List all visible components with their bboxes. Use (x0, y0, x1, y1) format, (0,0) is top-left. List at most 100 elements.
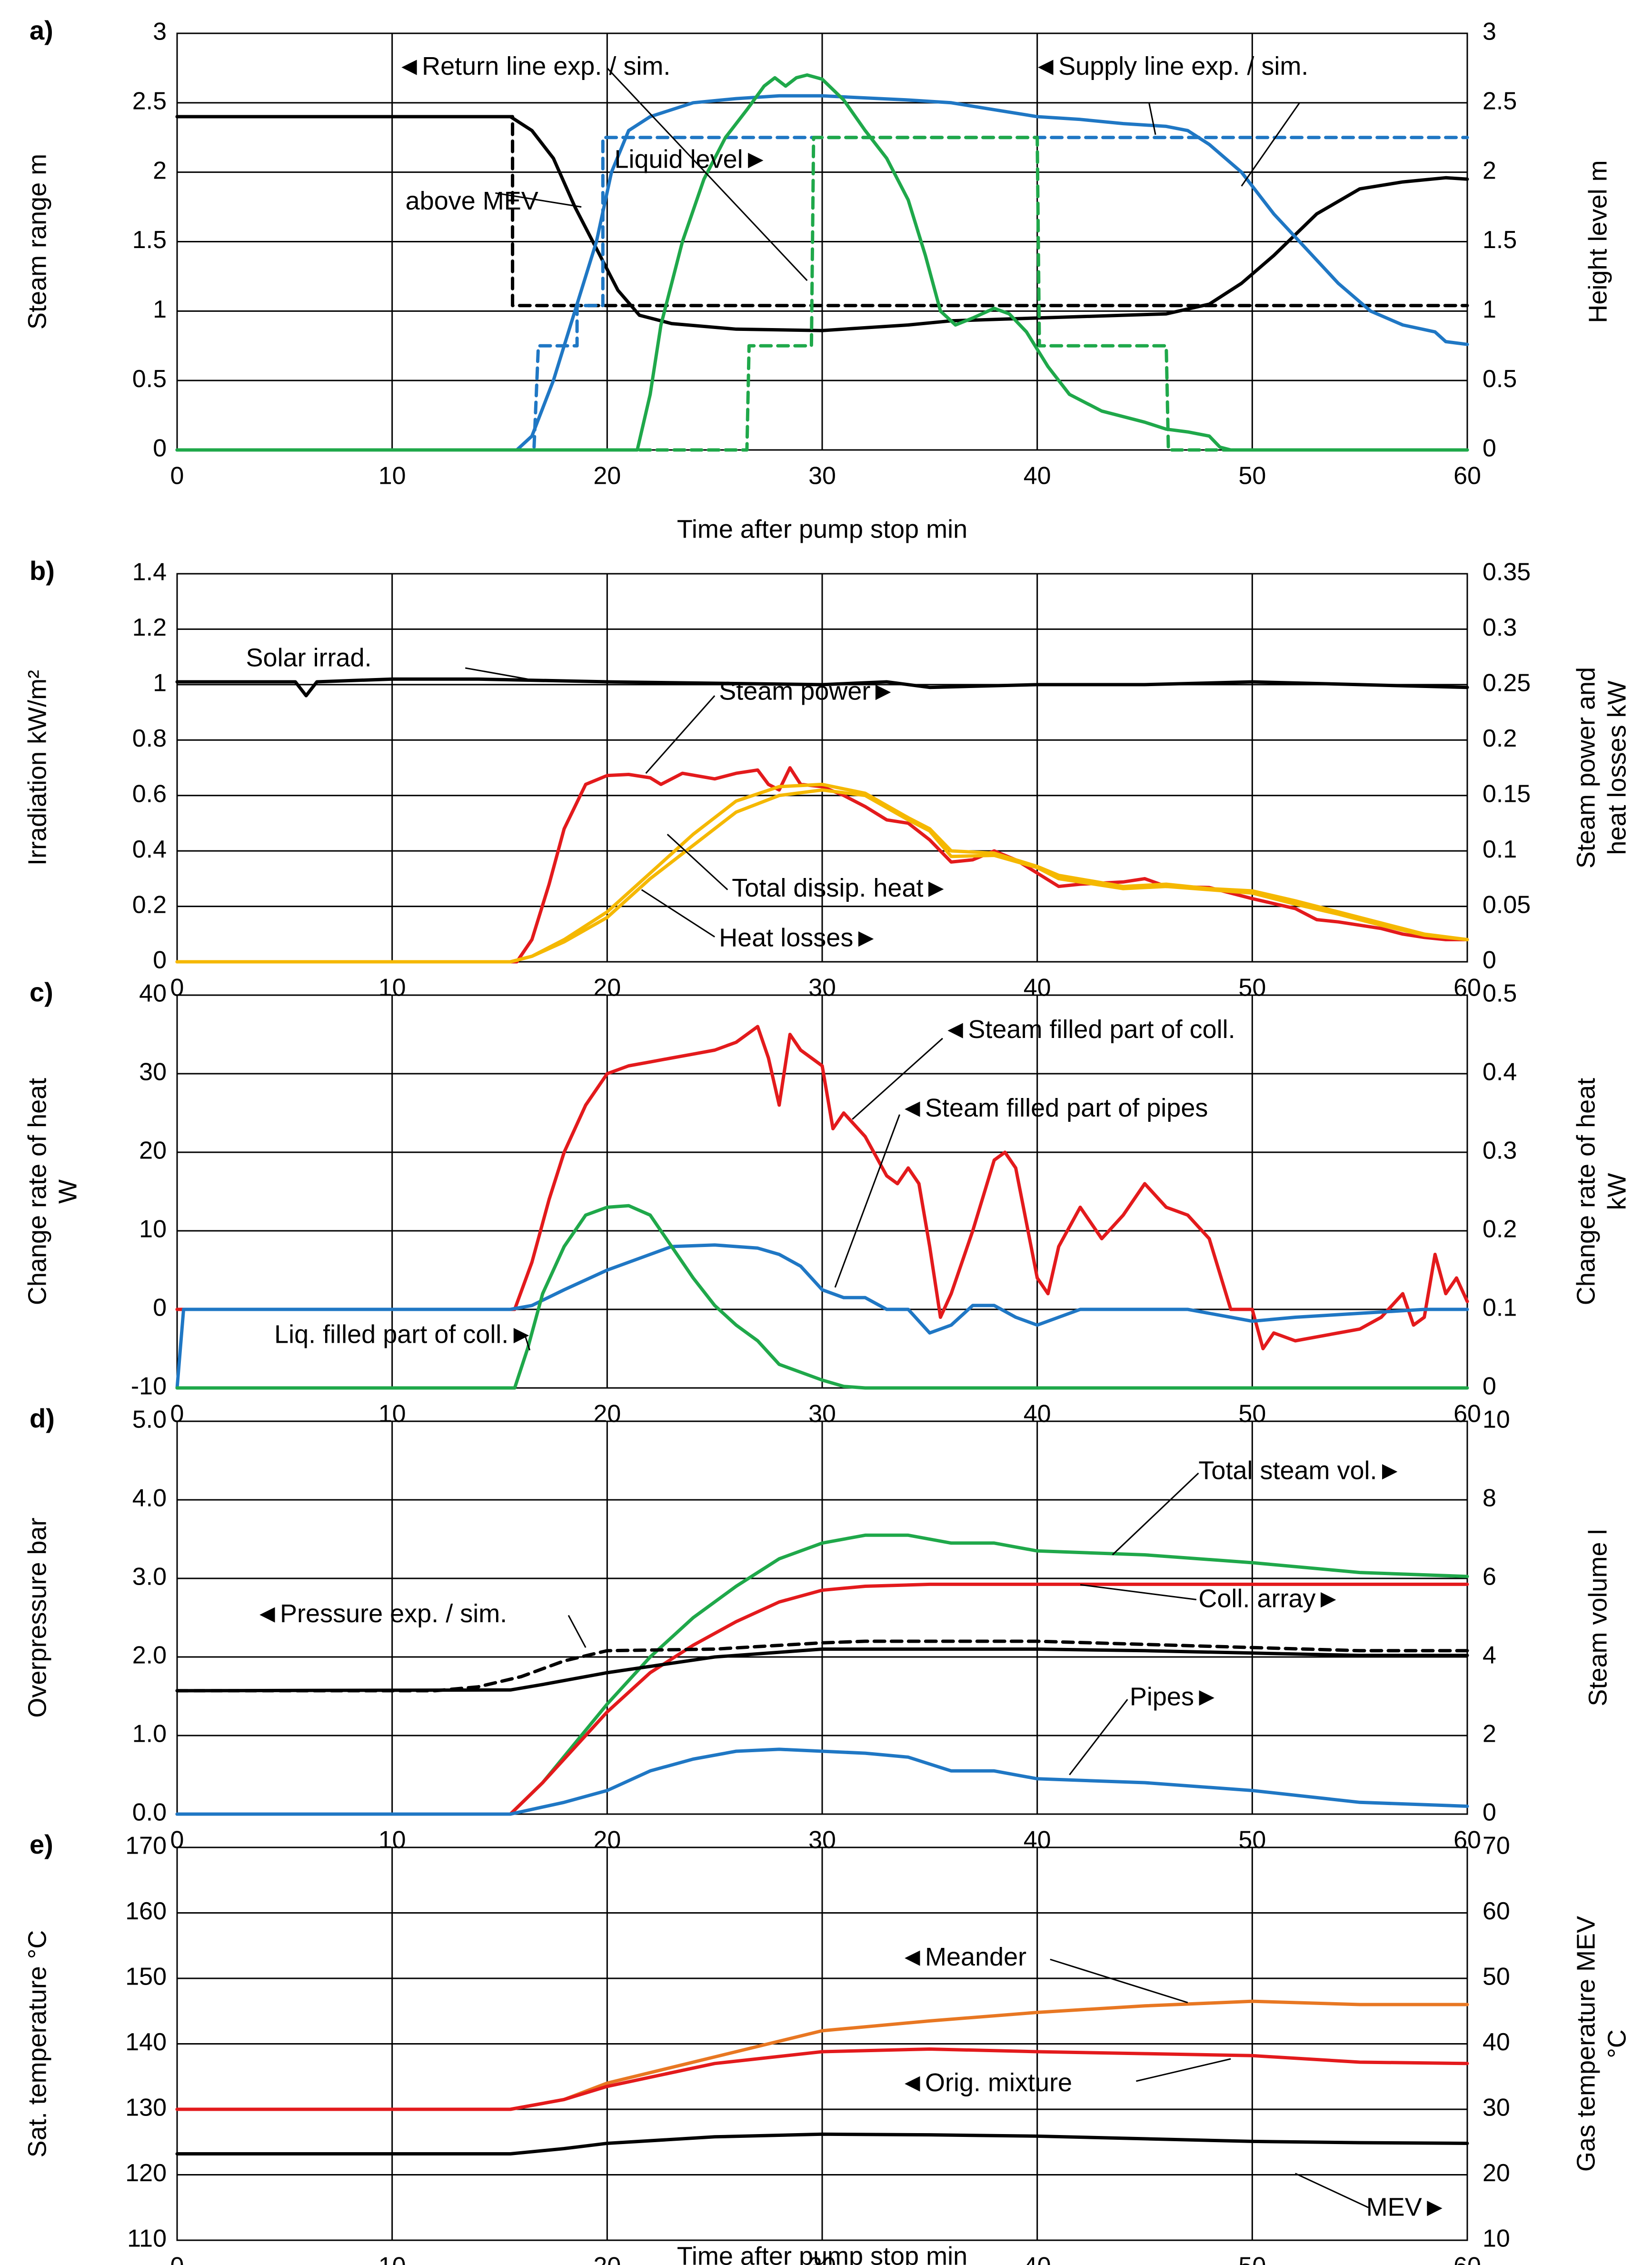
annotation-leader (1241, 102, 1300, 187)
annotation-leader (567, 1615, 587, 1648)
annotation-label: MEV► (1366, 2193, 1447, 2221)
y-tick-label-left: 0.6 (132, 780, 167, 808)
y-tick-label-right: 50 (1483, 1963, 1510, 1991)
y-tick-label-left: 2 (153, 157, 167, 184)
x-tick-label: 50 (1238, 2253, 1266, 2265)
series-line-pressure-sim (175, 1639, 1469, 1693)
y-axis-title-right: Change rate of heat (1572, 1078, 1600, 1305)
y-tick-label-left: 1 (153, 669, 167, 697)
annotation-label: ◄Steam filled part of pipes (900, 1094, 1208, 1122)
annotation-label: ◄Steam filled part of coll. (943, 1015, 1235, 1044)
y-tick-label-right: 10 (1483, 2225, 1510, 2253)
y-tick-label-right: 60 (1483, 1897, 1510, 1925)
y-tick-label-left: 40 (139, 980, 167, 1008)
y-tick-label-left: 160 (125, 1897, 167, 1925)
y-tick-label-right: 3 (1483, 18, 1496, 46)
y-tick-label-right: 70 (1483, 1832, 1510, 1860)
y-tick-label-left: 3.0 (132, 1563, 167, 1591)
y-tick-label-left: 1.0 (132, 1720, 167, 1748)
annotation-label: Total dissip. heat► (732, 874, 949, 902)
annotation-label: Coll. array► (1198, 1584, 1341, 1613)
series-line-steam-filled-part-of-pipes (175, 1243, 1469, 1390)
y-tick-label-right: 0.4 (1483, 1058, 1517, 1086)
panel-1: 0 10 20 30 40 50 6000.511.522.5300.511.522.53a… (23, 15, 1612, 543)
annotation-leader (1069, 1699, 1128, 1776)
series-line-liquid-level-above-mev-sim (175, 115, 1469, 308)
annotation-label: Total steam vol.► (1198, 1457, 1403, 1485)
x-tick-label: 20 (593, 462, 621, 490)
annotation-label: Solar irrad. (246, 644, 372, 672)
annotation-label: Steam power► (719, 677, 896, 706)
y-tick-label-left: 130 (125, 2094, 167, 2122)
y-tick-label-right: 0.2 (1483, 1216, 1517, 1243)
x-axis-title: Time after pump stop min (677, 2242, 967, 2265)
series-line-liquid-level-above-mev-exp (175, 115, 1469, 332)
x-tick-label: 40 (1024, 462, 1051, 490)
series-line-return-line-exp (175, 73, 1469, 452)
x-tick-label: 10 (378, 2253, 406, 2265)
y-axis-title-right: Steam volume l (1583, 1529, 1612, 1706)
y-axis-title-left: W (53, 1179, 82, 1204)
y-axis-title-right: Steam power and (1572, 667, 1600, 868)
y-tick-label-left: -10 (131, 1373, 167, 1400)
series-line-orig-mixture (175, 2047, 1469, 2111)
x-tick-label: 40 (1024, 2253, 1051, 2265)
y-tick-label-left: 170 (125, 1832, 167, 1860)
annotation-label: ◄Meander (900, 1943, 1027, 1971)
y-axis-title-right: Height level m (1583, 160, 1612, 323)
series-line-heat-losses (175, 788, 1469, 964)
y-tick-label-left: 2.0 (132, 1642, 167, 1669)
y-tick-label-left: 4.0 (132, 1485, 167, 1512)
y-tick-label-left: 0.4 (132, 836, 167, 863)
annotation-leader (641, 889, 715, 938)
series-line-steam-filled-part-of-coll (175, 1025, 1469, 1350)
panel-label: c) (30, 977, 53, 1007)
y-axis-title-left: Change rate of heat (23, 1078, 51, 1305)
y-tick-label-right: 1 (1483, 296, 1496, 323)
annotation-label: Liquid level► (614, 145, 768, 174)
series-line-solar-irrad (175, 677, 1469, 698)
y-tick-label-left: 0.2 (132, 891, 167, 918)
annotation-leader (525, 1337, 531, 1351)
panel-label: e) (30, 1829, 53, 1859)
y-tick-label-left: 0 (153, 1294, 167, 1322)
series-line-liq-filled-part-of-coll (175, 1204, 1469, 1390)
y-tick-label-right: 10 (1483, 1406, 1510, 1434)
annotation-leader (667, 834, 728, 890)
series-line-coll-array (175, 1582, 1469, 1816)
y-tick-label-left: 0.8 (132, 725, 167, 752)
y-tick-label-left: 0 (153, 947, 167, 974)
panels-layer: 0 10 20 30 40 50 6000.511.522.5300.511.522.53a… (23, 15, 1631, 2265)
y-tick-label-right: 0.25 (1483, 669, 1531, 697)
annotation-leader (1295, 2173, 1369, 2208)
y-axis-title-left: Overpressure bar (23, 1517, 51, 1717)
y-tick-label-left: 5.0 (132, 1406, 167, 1434)
panel-label: d) (30, 1403, 55, 1433)
annotation-leader (1112, 1472, 1199, 1556)
series-line-mev (175, 2132, 1469, 2155)
annotation-label: ◄Orig. mixture (900, 2068, 1073, 2097)
annotation-leader (1136, 2058, 1231, 2082)
y-tick-label-right: 8 (1483, 1485, 1496, 1512)
y-tick-label-right: 2 (1483, 157, 1496, 184)
y-tick-label-left: 30 (139, 1058, 167, 1086)
x-tick-label: 30 (808, 2253, 836, 2265)
series-line-return-line-sim (175, 136, 1469, 452)
y-tick-label-left: 0.0 (132, 1799, 167, 1826)
annotation-leader (465, 667, 528, 680)
y-tick-label-left: 20 (139, 1137, 167, 1165)
annotation-label: Heat losses► (719, 924, 879, 952)
y-axis-title-right: heat losses kW (1602, 680, 1631, 855)
y-tick-label-right: 2 (1483, 1720, 1496, 1748)
series-line-pipes (175, 1747, 1469, 1816)
y-tick-label-left: 110 (127, 2225, 167, 2253)
y-tick-label-left: 10 (139, 1216, 167, 1243)
y-tick-label-right: 30 (1483, 2094, 1510, 2122)
y-tick-label-right: 0.3 (1483, 614, 1517, 641)
y-axis-title-left: Steam range m (23, 154, 51, 329)
y-tick-label-left: 2.5 (132, 88, 167, 115)
annotation-label: above MEV (406, 187, 538, 215)
y-tick-label-left: 3 (153, 18, 167, 46)
y-tick-label-right: 6 (1483, 1563, 1496, 1591)
y-tick-label-right: 1.5 (1483, 226, 1517, 254)
